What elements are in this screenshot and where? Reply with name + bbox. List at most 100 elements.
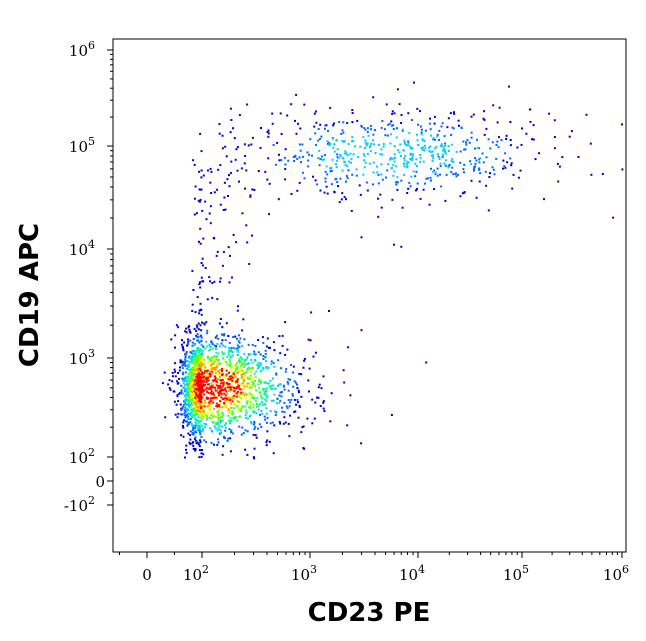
event-dot xyxy=(209,400,212,403)
event-dot xyxy=(184,390,187,393)
event-dot xyxy=(452,127,455,130)
event-dot xyxy=(195,380,198,383)
event-dot xyxy=(451,157,454,160)
event-dot xyxy=(419,197,422,200)
event-dot xyxy=(192,408,194,411)
event-dot xyxy=(485,156,488,159)
event-dot xyxy=(209,167,212,170)
event-dot xyxy=(324,170,327,173)
event-dot xyxy=(216,356,219,359)
event-dot xyxy=(209,414,212,417)
event-dot xyxy=(189,382,192,385)
event-dot xyxy=(300,431,303,434)
event-dot xyxy=(517,176,520,179)
event-dot xyxy=(345,180,347,183)
event-dot xyxy=(270,385,273,387)
event-dot xyxy=(476,138,478,141)
event-dot xyxy=(195,378,198,381)
event-dot xyxy=(295,93,298,96)
event-dot xyxy=(191,382,194,385)
event-dot xyxy=(509,144,512,147)
event-dot xyxy=(248,398,251,401)
event-dot xyxy=(221,392,224,395)
event-dot xyxy=(243,162,246,165)
event-dot xyxy=(219,414,222,417)
y-tick-label: 0 xyxy=(95,473,105,491)
event-dot xyxy=(225,322,228,325)
event-dot xyxy=(218,345,221,348)
event-dot xyxy=(612,216,615,219)
event-dot xyxy=(350,161,352,164)
event-dot xyxy=(197,406,200,409)
event-dot xyxy=(261,336,264,339)
event-dot xyxy=(223,376,225,379)
event-dot xyxy=(199,433,202,436)
event-dot xyxy=(441,153,444,156)
event-dot xyxy=(227,414,230,417)
event-dot xyxy=(200,365,203,368)
event-dot xyxy=(343,161,346,163)
event-dot xyxy=(476,147,479,150)
event-dot xyxy=(271,421,274,424)
event-dot xyxy=(257,427,259,430)
event-dot xyxy=(455,150,458,153)
event-dot xyxy=(186,375,189,378)
event-dot xyxy=(188,393,191,396)
event-dot xyxy=(197,394,200,396)
event-dot xyxy=(197,322,200,325)
event-dot xyxy=(298,181,301,184)
event-dot xyxy=(423,140,426,142)
event-dot xyxy=(262,355,265,357)
event-dot xyxy=(198,400,201,402)
event-dot xyxy=(525,132,528,135)
event-dot xyxy=(398,151,401,154)
event-dot xyxy=(338,201,341,204)
event-dot xyxy=(187,386,190,389)
event-dot xyxy=(185,448,187,451)
event-dot xyxy=(213,191,216,194)
event-dot xyxy=(232,412,235,415)
event-dot xyxy=(192,374,195,377)
event-dot xyxy=(228,358,231,361)
event-dot xyxy=(182,435,185,438)
event-dot xyxy=(235,405,238,408)
event-dot xyxy=(217,168,220,171)
event-dot xyxy=(190,359,193,362)
event-dot xyxy=(436,174,439,177)
event-dot xyxy=(210,390,213,393)
event-dot xyxy=(280,391,283,393)
event-dot xyxy=(198,170,201,173)
event-dot xyxy=(237,348,240,351)
event-dot xyxy=(189,404,192,406)
event-dot xyxy=(417,123,419,126)
event-dot xyxy=(268,385,271,388)
event-dot xyxy=(246,363,249,365)
event-dot xyxy=(195,392,197,395)
event-dot xyxy=(250,358,253,361)
event-dot xyxy=(191,393,194,396)
event-dot xyxy=(206,329,209,332)
event-dot xyxy=(556,162,559,165)
event-dot xyxy=(181,377,184,380)
event-dot xyxy=(204,267,207,269)
event-dot xyxy=(233,374,236,377)
event-dot xyxy=(224,394,227,397)
event-dot xyxy=(229,417,232,420)
event-dot xyxy=(352,153,355,156)
event-dot xyxy=(224,387,227,390)
event-dot xyxy=(342,121,345,124)
event-dot xyxy=(228,281,231,284)
event-dot xyxy=(455,175,458,178)
event-dot xyxy=(183,388,186,391)
event-dot xyxy=(248,369,251,372)
event-dot xyxy=(405,144,408,147)
event-dot xyxy=(188,328,191,331)
event-dot xyxy=(200,430,203,433)
event-dot xyxy=(443,135,446,138)
event-dot xyxy=(420,133,423,136)
event-dot xyxy=(402,128,405,131)
event-dot xyxy=(202,381,205,384)
event-dot xyxy=(234,392,237,395)
event-dot xyxy=(241,405,244,407)
event-dot xyxy=(459,161,462,164)
